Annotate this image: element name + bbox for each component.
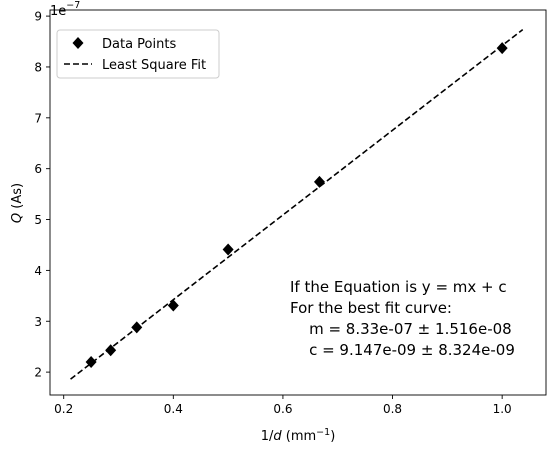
legend-label-fit: Least Square Fit [102, 58, 206, 73]
data-point [313, 175, 325, 188]
x-tick-label: 1.0 [493, 402, 512, 416]
annotation-line-3: m = 8.33e-07 ± 1.516e-08 [290, 320, 512, 338]
fit-annotation: If the Equation is y = mx + c For the be… [290, 278, 515, 359]
x-tick-label: 0.8 [383, 402, 402, 416]
y-axis-ticks: 2 3 4 5 6 7 8 9 [34, 10, 50, 380]
y-tick-label: 8 [34, 60, 42, 74]
legend-label-data-points: Data Points [102, 37, 176, 52]
y-tick-label: 9 [34, 10, 42, 24]
least-square-fit-line [70, 28, 524, 380]
annotation-line-2: For the best fit curve: [290, 299, 452, 317]
x-axis-ticks: 0.2 0.4 0.6 0.8 1.0 [54, 395, 512, 416]
data-point [222, 243, 234, 256]
data-points [85, 42, 508, 368]
legend-diamond-icon [72, 37, 84, 49]
x-label-variable: d [273, 429, 282, 444]
data-point [105, 344, 117, 357]
data-point [167, 299, 179, 312]
y-axis-label: Q (As) [10, 183, 25, 223]
x-tick-label: 0.6 [273, 402, 292, 416]
annotation-line-1: If the Equation is y = mx + c [290, 278, 507, 296]
data-point [131, 321, 143, 334]
x-label-unit-close: ) [330, 429, 335, 444]
x-tick-label: 0.4 [164, 402, 183, 416]
data-point [496, 42, 508, 55]
y-label-unit: (As) [10, 183, 25, 213]
y-offset-base: 1e [50, 4, 66, 19]
x-axis-label: 1/d (mm−1) [261, 427, 336, 444]
annotation-line-4: c = 9.147e-09 ± 8.324e-09 [290, 341, 515, 359]
y-offset-exponent: −7 [66, 0, 80, 11]
x-label-unit-exponent: −1 [316, 427, 330, 438]
y-tick-label: 5 [34, 213, 42, 227]
y-tick-label: 6 [34, 162, 42, 176]
x-tick-label: 0.2 [54, 402, 73, 416]
y-tick-label: 3 [34, 315, 42, 329]
legend: Data Points Least Square Fit [56, 29, 220, 79]
y-tick-label: 2 [34, 366, 42, 380]
y-label-variable: Q [10, 213, 25, 223]
x-label-unit: (mm [282, 429, 317, 444]
data-point [85, 355, 97, 368]
legend-box [56, 29, 220, 79]
y-tick-label: 4 [34, 264, 42, 278]
y-tick-label: 7 [34, 111, 42, 125]
x-label-main: 1/ [261, 429, 274, 444]
y-offset-label: 1e−7 [50, 0, 80, 18]
